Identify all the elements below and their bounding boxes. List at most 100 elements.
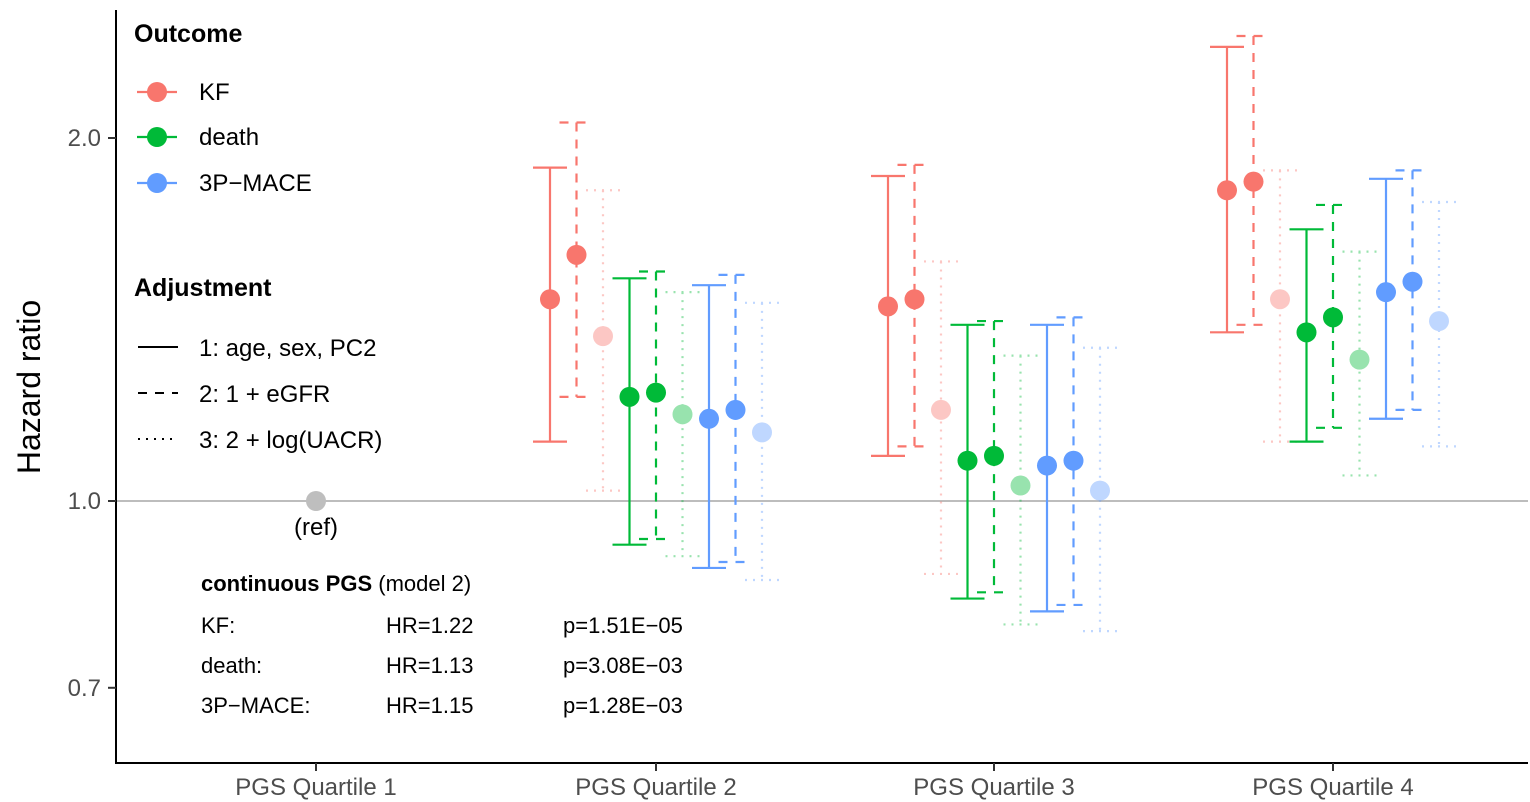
legend-adjustment-title: Adjustment [134,274,272,302]
ci-pgs-quartile-4-3p-mace-adj2 [1395,169,1430,412]
point-estimate [619,386,640,407]
ci-pgs-quartile-2-kf-adj2 [559,121,594,398]
point-estimate [1063,450,1084,471]
x-tick-label: PGS Quartile 4 [1252,774,1413,801]
reference-point [306,491,326,511]
point-estimate [1349,349,1370,370]
ci-pgs-quartile-3-kf-adj3 [924,260,958,576]
legend-dot-3p-mace [147,173,167,193]
point-estimate [752,422,772,443]
annotation-row-kf-label: KF: [201,613,235,638]
ci-pgs-quartile-4-death-adj1 [1289,228,1324,443]
legend-outcome: Outcome KF death 3P−MACE [134,20,312,197]
ci-pgs-quartile-4-death-adj2 [1316,203,1350,429]
annotation-title: continuous PGS (model 2) [201,571,471,596]
annotation-row-3p-mace-label: 3P−MACE: [201,693,310,718]
point-estimate [725,399,746,420]
point-estimate [540,289,560,310]
ci-pgs-quartile-3-death-adj1 [950,323,985,600]
ci-pgs-quartile-3-3p-mace-adj3 [1083,346,1117,633]
legend-outcome-title: Outcome [134,20,242,48]
ci-pgs-quartile-2-death-adj1 [612,277,647,546]
annotation-row-3p-mace-p: p=1.28E−03 [563,693,683,718]
ci-pgs-quartile-2-death-adj3 [665,291,700,558]
ci-pgs-quartile-4-3p-mace-adj1 [1369,177,1403,420]
chart-marks [533,34,1456,633]
point-estimate [931,399,951,420]
annotation-title-rest: (model 2) [372,571,471,596]
legend-label-adjustment-2: 2: 1 + eGFR [199,381,330,408]
reference-label: (ref) [294,514,338,541]
y-ticks: 2.0 1.0 0.7 [68,125,116,702]
point-estimate [957,450,978,471]
x-tick-label: PGS Quartile 1 [235,774,396,801]
y-tick-label: 1.0 [68,488,101,515]
point-estimate [646,382,666,403]
legend-dot-kf [147,82,167,102]
annotation-row-3p-mace-hr: HR=1.15 [386,693,473,718]
point-estimate [904,289,925,310]
ci-pgs-quartile-3-kf-adj2 [897,163,932,448]
x-tick-label: PGS Quartile 3 [913,774,1074,801]
y-tick-label: 2.0 [68,125,101,152]
legend-adjustment: Adjustment 1: age, sex, PC2 2: 1 + eGFR … [134,274,382,454]
point-estimate [1323,307,1343,328]
ci-pgs-quartile-4-kf-adj3 [1263,169,1297,443]
ci-pgs-quartile-2-3p-mace-adj2 [718,273,753,564]
point-estimate [672,404,693,425]
ci-pgs-quartile-2-3p-mace-adj3 [745,301,779,582]
ci-pgs-quartile-4-kf-adj1 [1210,45,1244,334]
ci-pgs-quartile-4-death-adj3 [1342,250,1377,477]
point-estimate [1429,311,1449,332]
legend-dot-death [147,127,167,147]
annotation-row-death-hr: HR=1.13 [386,653,473,678]
ci-pgs-quartile-4-3p-mace-adj3 [1422,200,1456,448]
legend-item-kf: KF [137,79,230,106]
point-estimate [1243,171,1264,192]
point-estimate [593,326,613,347]
ci-pgs-quartile-2-death-adj2 [639,270,673,541]
x-tick-label: PGS Quartile 2 [575,774,736,801]
ci-pgs-quartile-4-kf-adj2 [1236,34,1271,326]
ci-pgs-quartile-3-kf-adj1 [871,174,905,457]
point-estimate [1270,289,1290,310]
annotation-row-death-label: death: [201,653,262,678]
legend-item-death: death [137,124,259,151]
point-estimate [1037,455,1057,476]
point-estimate [984,445,1004,466]
point-estimate [1010,475,1031,496]
ci-pgs-quartile-2-kf-adj3 [586,189,620,492]
legend-item-adjustment-1: 1: age, sex, PC2 [138,335,376,362]
point-estimate [1402,271,1423,292]
point-estimate [1376,282,1396,303]
legend-label-adjustment-3: 3: 2 + log(UACR) [199,427,382,454]
y-axis-label: Hazard ratio [11,300,47,474]
reference-point-group: (ref) [294,491,338,541]
legend-label-3p-mace: 3P−MACE [199,170,312,197]
annotation-row-kf-p: p=1.51E−05 [563,613,683,638]
y-tick-label: 0.7 [68,675,101,702]
ci-pgs-quartile-3-3p-mace-adj1 [1030,323,1064,613]
legend-item-adjustment-3: 3: 2 + log(UACR) [138,427,382,454]
legend-item-3p-mace: 3P−MACE [137,170,312,197]
point-estimate [699,408,719,429]
ci-pgs-quartile-2-kf-adj1 [533,166,567,443]
ci-pgs-quartile-3-death-adj3 [1003,354,1038,626]
annotation-row-death-p: p=3.08E−03 [563,653,683,678]
point-estimate [566,244,587,265]
legend-label-death: death [199,124,259,151]
legend-label-adjustment-1: 1: age, sex, PC2 [199,335,376,362]
annotation-row-kf-hr: HR=1.22 [386,613,473,638]
point-estimate [1217,180,1237,201]
point-estimate [1296,322,1317,343]
legend-label-kf: KF [199,79,230,106]
annotation-title-bold: continuous PGS [201,571,372,596]
point-estimate [878,296,898,317]
point-estimate [1090,480,1110,501]
x-ticks: PGS Quartile 1 PGS Quartile 2 PGS Quartile… [235,763,1414,801]
legend-item-adjustment-2: 2: 1 + eGFR [138,381,330,408]
ci-pgs-quartile-3-3p-mace-adj2 [1056,316,1091,607]
continuous-pgs-annotation: continuous PGS (model 2) KF: HR=1.22 p=1… [201,571,683,718]
ci-pgs-quartile-2-3p-mace-adj1 [692,284,726,570]
